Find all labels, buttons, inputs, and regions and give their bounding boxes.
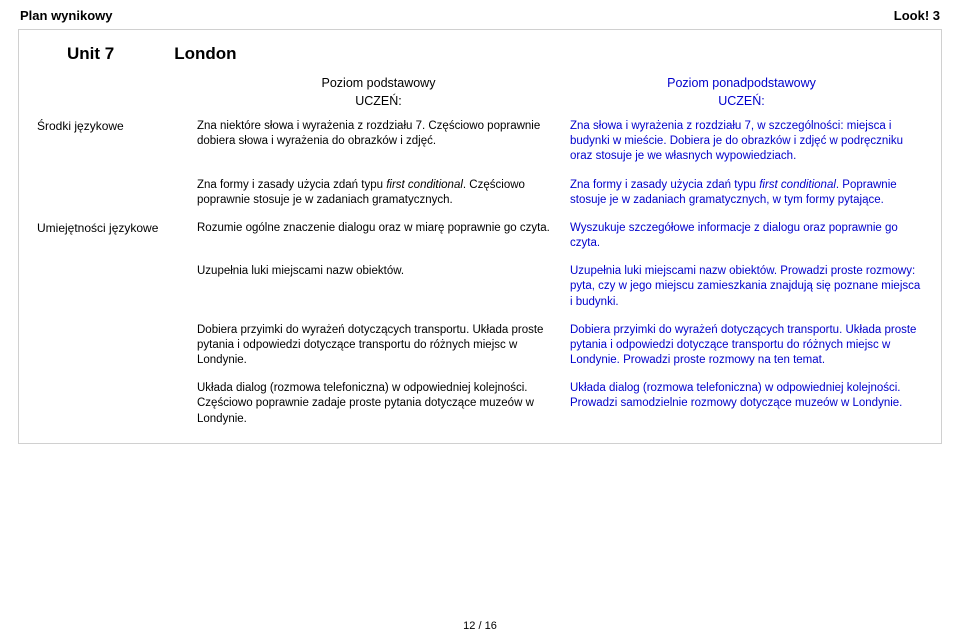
cell-basic: Układa dialog (rozmowa telefoniczna) w o… [197,377,560,435]
page-header: Plan wynikowy Look! 3 [0,0,960,29]
section-row: Uzupełnia luki miejscami nazw obiektów. … [37,259,923,318]
section-row: Dobiera przyimki do wyrażeń dotyczących … [37,318,923,377]
page-footer: 12 / 16 [0,620,960,632]
cell-basic: Zna formy i zasady użycia zdań typu firs… [197,174,560,216]
text-italic: first conditional [386,179,463,191]
level-ext-title: Poziom ponadpodstawowy [560,76,923,90]
content-box: Unit 7 London Poziom podstawowy UCZEŃ: P… [18,29,942,444]
section-row: Umiejętności językowe Rozumie ogólne zna… [37,216,923,259]
text-part: Zna formy i zasady użycia zdań typu [197,179,386,191]
cell-basic: Rozumie ogólne znaczenie dialogu oraz w … [197,217,560,259]
section-spacer [37,377,197,435]
cell-ext: Uzupełnia luki miejscami nazw obiektów. … [560,260,923,318]
cell-ext: Zna formy i zasady użycia zdań typu firs… [560,174,923,216]
cell-basic: Zna niektóre słowa i wyrażenia z rozdzia… [197,115,560,173]
text-italic: first conditional [759,179,836,191]
cell-ext: Dobiera przyimki do wyrażeń dotyczących … [560,319,923,377]
header-right: Look! 3 [894,8,940,23]
section-label: Środki językowe [37,115,197,173]
level-basic-title: Poziom podstawowy [197,76,560,90]
uczen-ext: UCZEŃ: [560,90,923,108]
level-ext-header: Poziom ponadpodstawowy UCZEŃ: [560,76,923,108]
section-row: Układa dialog (rozmowa telefoniczna) w o… [37,376,923,435]
level-basic-header: Poziom podstawowy UCZEŃ: [197,76,560,108]
cell-ext: Układa dialog (rozmowa telefoniczna) w o… [560,377,923,435]
section-row: Środki językowe Zna niektóre słowa i wyr… [37,114,923,173]
uczen-basic: UCZEŃ: [197,90,560,108]
section-row: Zna formy i zasady użycia zdań typu firs… [37,173,923,216]
cell-basic: Dobiera przyimki do wyrażeń dotyczących … [197,319,560,377]
cell-basic: Uzupełnia luki miejscami nazw obiektów. [197,260,560,318]
columns-header: Poziom podstawowy UCZEŃ: Poziom ponadpod… [37,76,923,114]
text-part: Zna formy i zasady użycia zdań typu [570,179,759,191]
header-left: Plan wynikowy [20,8,112,23]
unit-row: Unit 7 London [37,42,923,76]
unit-label: Unit 7 [67,44,114,64]
section-spacer [37,319,197,377]
section-spacer [37,260,197,318]
section-spacer [37,174,197,216]
section-label: Umiejętności językowe [37,217,197,259]
cell-ext: Zna słowa i wyrażenia z rozdziału 7, w s… [560,115,923,173]
unit-title: London [174,44,236,64]
cell-ext: Wyszukuje szczegółowe informacje z dialo… [560,217,923,259]
header-spacer [37,76,197,108]
